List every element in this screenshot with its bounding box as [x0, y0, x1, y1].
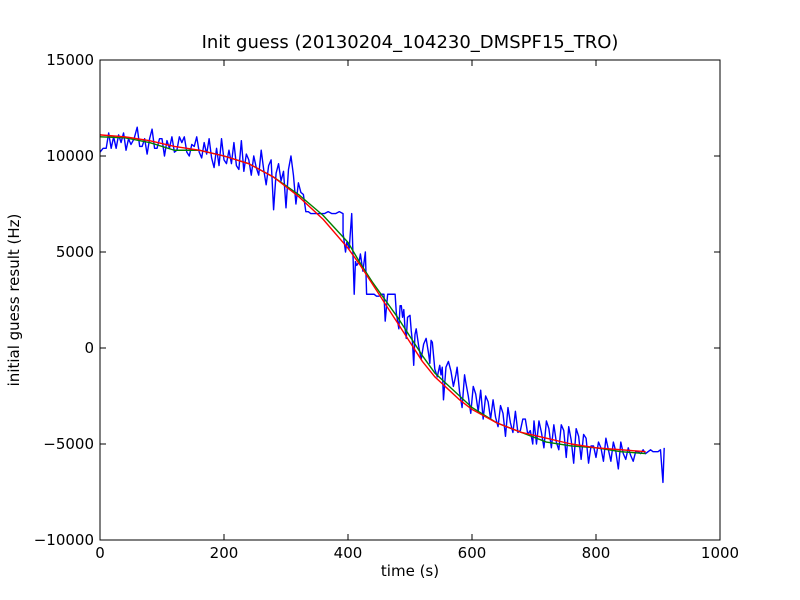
x-axis: 0 200 400 600 800 1000	[95, 60, 739, 562]
y-tick-label: 5000	[56, 243, 94, 261]
y-tick-label: −5000	[43, 435, 94, 453]
series-layer	[100, 126, 665, 484]
x-tick-label: 200	[210, 544, 239, 562]
y-axis: −10000 −5000 0 5000 10000 15000	[34, 51, 720, 549]
plot-area	[99, 59, 721, 541]
x-tick-label: 400	[334, 544, 363, 562]
y-tick-label: −10000	[34, 531, 94, 549]
y-tick-label: 0	[84, 339, 94, 357]
x-tick-label: 0	[95, 544, 105, 562]
x-tick-label: 800	[582, 544, 611, 562]
y-axis-label: initial guess result (Hz)	[5, 214, 23, 387]
y-tick-label: 10000	[46, 147, 94, 165]
series-line-3	[100, 134, 646, 453]
x-tick-label: 600	[458, 544, 487, 562]
series-line-1	[100, 126, 665, 484]
chart-title: Init guess (20130204_104230_DMSPF15_TRO)	[202, 32, 619, 53]
y-tick-label: 15000	[46, 51, 94, 69]
plot-frame	[99, 59, 721, 541]
x-axis-label: time (s)	[381, 562, 439, 580]
x-tick-label: 1000	[701, 544, 739, 562]
